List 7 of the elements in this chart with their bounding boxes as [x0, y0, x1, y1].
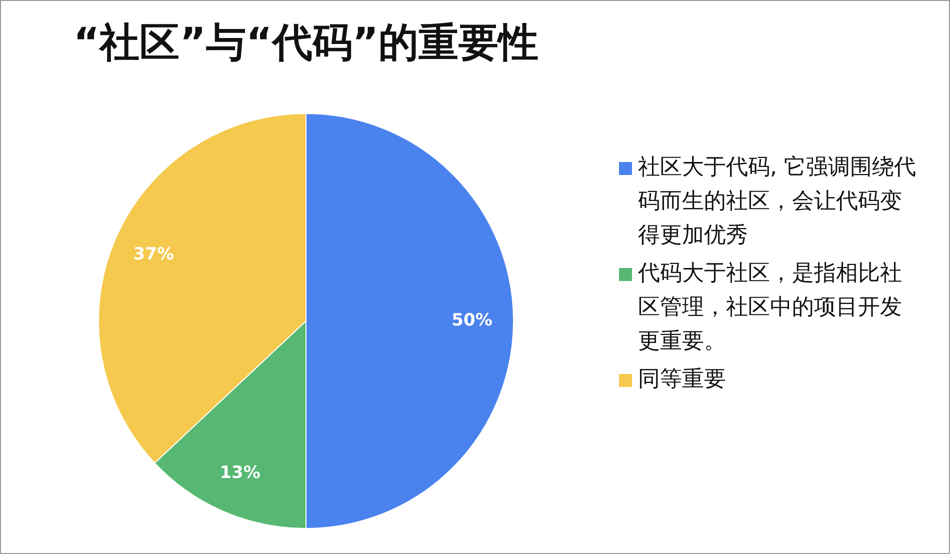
legend-label: 社区大于代码, 它强调围绕代码而生的社区，会让代码变得更加优秀 — [638, 154, 917, 250]
data-label: 37% — [133, 244, 174, 264]
chart-title: “社区”与“代码”的重要性 — [72, 19, 540, 68]
legend-label: 同等重要 — [638, 366, 726, 394]
data-label: 13% — [220, 462, 260, 483]
legend-label: 代码大于社区，是指相比社区管理，社区中的项目开发更重要。 — [638, 260, 903, 356]
data-label: 50% — [452, 310, 492, 330]
